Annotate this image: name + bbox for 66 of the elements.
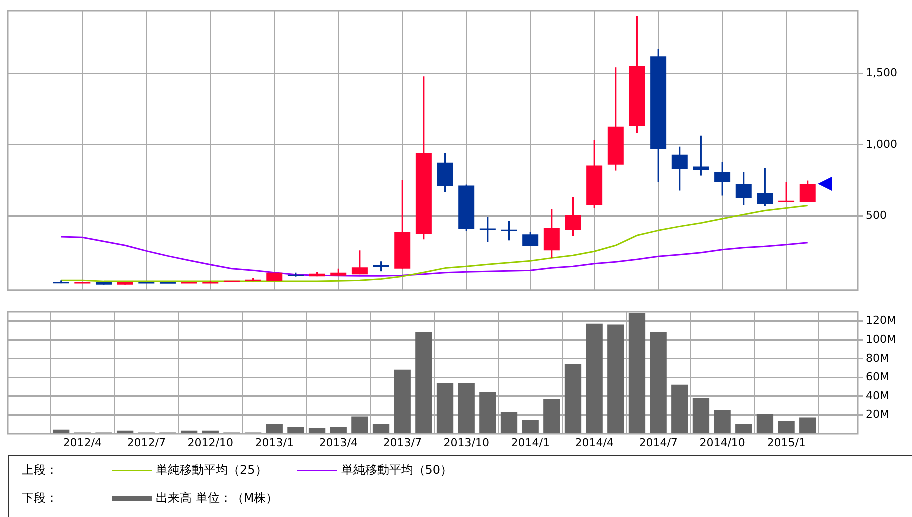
bar [522, 420, 539, 434]
candlestick [501, 220, 518, 242]
x-tick-label: 2013/1 [255, 436, 294, 450]
candlestick [714, 162, 731, 196]
y-tick-label: 120M [866, 314, 896, 328]
bar [608, 324, 624, 434]
bar [352, 416, 368, 434]
bar [288, 427, 304, 434]
bar [436, 382, 454, 434]
legend-label: 出来高 単位：（M株） [156, 490, 278, 507]
candlestick [693, 135, 710, 177]
y-tick-label: 80M [866, 352, 890, 365]
x-tick-label: 2012/10 [188, 436, 234, 450]
legend-title: 下段： [22, 490, 59, 507]
bar [416, 332, 432, 434]
legend-label: 単純移動平均（25） [156, 462, 268, 479]
bar [672, 384, 688, 434]
candlestick [565, 196, 582, 237]
bar [628, 314, 646, 434]
x-tick-label: 2015/1 [767, 436, 806, 450]
y-tick-label: 1,000 [866, 138, 898, 151]
legend-title: 上段： [22, 462, 59, 479]
bar [544, 398, 560, 434]
candlestick [757, 168, 774, 208]
candlestick [800, 180, 816, 204]
bar [308, 428, 326, 434]
bar [778, 421, 795, 434]
bar [586, 324, 603, 434]
x-tick-label: 2013/10 [444, 436, 490, 450]
x-tick-label: 2014/10 [700, 436, 746, 450]
y-tick-label: 100M [866, 333, 896, 346]
y-tick-label: 20M [866, 408, 890, 422]
x-tick-label: 2014/1 [511, 436, 550, 450]
y-tick-label: 1,500 [866, 66, 898, 80]
bar [800, 418, 816, 434]
x-tick-label: 2012/4 [63, 436, 102, 450]
bar [564, 364, 582, 434]
bar [650, 332, 667, 434]
x-tick-label: 2014/7 [639, 436, 678, 450]
x-tick-label: 2013/4 [319, 436, 358, 450]
bar [458, 382, 475, 434]
x-tick-label: 2012/7 [127, 436, 166, 450]
candlestick [672, 146, 688, 192]
candlestick [736, 172, 752, 206]
bar [500, 412, 518, 434]
bar [756, 414, 774, 434]
candlestick [480, 216, 496, 243]
y-tick-label: 60M [866, 370, 890, 384]
candlestick [352, 250, 368, 276]
bar [330, 427, 347, 434]
bar [372, 424, 390, 434]
bar [480, 392, 496, 434]
bar [692, 398, 710, 434]
legend-label: 単純移動平均（50） [341, 462, 453, 479]
x-tick-label: 2014/4 [575, 436, 614, 450]
candlestick [778, 182, 795, 203]
x-tick-label: 2013/7 [383, 436, 422, 450]
bar [736, 424, 752, 434]
y-tick-label: 40M [866, 389, 890, 402]
bar [714, 410, 731, 434]
bar [266, 424, 283, 434]
candlestick [544, 208, 560, 259]
bar [394, 370, 411, 434]
y-tick-label: 500 [866, 209, 887, 222]
candlestick [522, 231, 539, 247]
candlestick [437, 152, 454, 194]
